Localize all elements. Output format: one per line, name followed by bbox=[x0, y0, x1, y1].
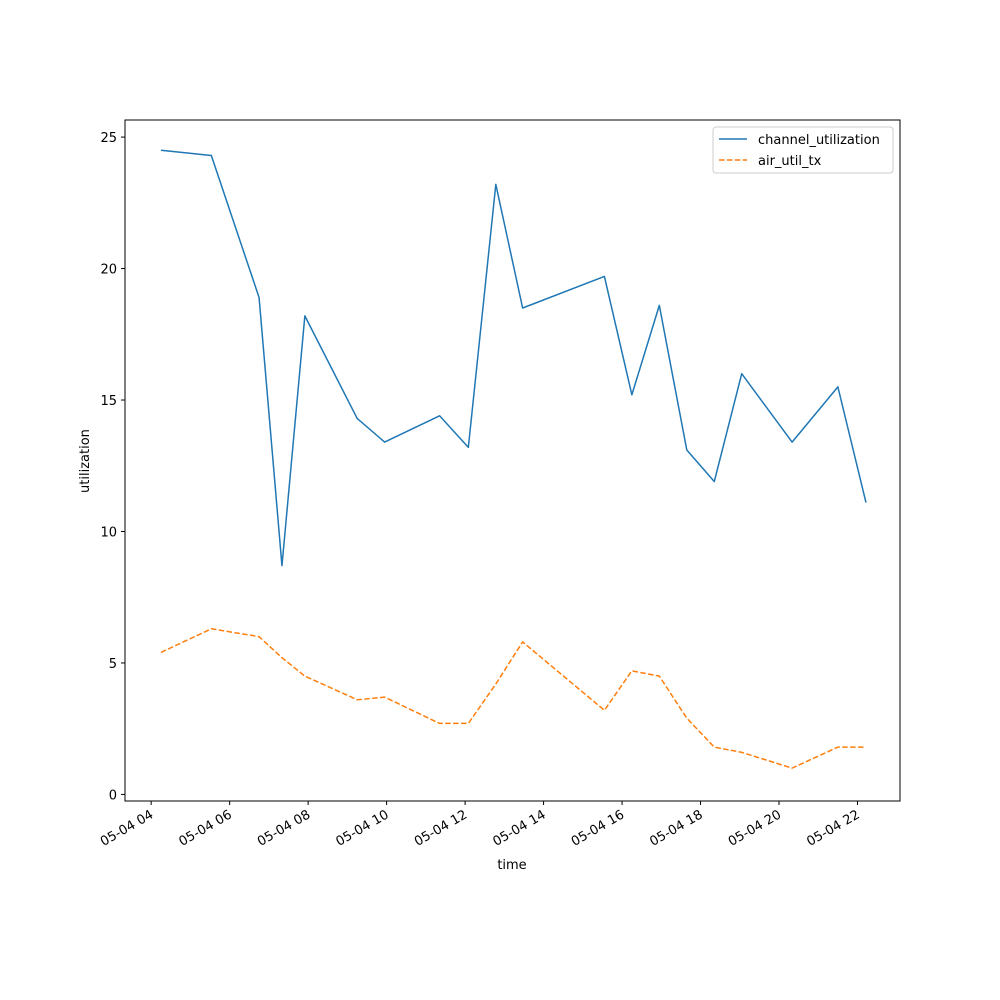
y-tick-label: 15 bbox=[100, 394, 117, 409]
y-axis-label: utilization bbox=[78, 429, 93, 493]
legend: channel_utilization air_util_tx bbox=[712, 126, 894, 174]
series-line-channel-utilization bbox=[160, 149, 867, 567]
plot-frame bbox=[124, 119, 901, 802]
y-tick-label: 10 bbox=[100, 525, 117, 540]
legend-label-air-util-tx: air_util_tx bbox=[758, 154, 822, 169]
plot-area bbox=[124, 119, 901, 802]
y-tick-label: 25 bbox=[100, 131, 117, 146]
y-tick-label: 20 bbox=[100, 263, 117, 278]
y-tick-label: 0 bbox=[109, 788, 117, 803]
y-axis: 0 5 10 15 20 25 bbox=[100, 131, 125, 803]
series-line-air-util-tx bbox=[160, 628, 866, 769]
x-axis-label: time bbox=[497, 858, 526, 873]
legend-label-channel-utilization: channel_utilization bbox=[758, 133, 880, 148]
legend-box bbox=[712, 126, 894, 174]
y-tick-label: 5 bbox=[109, 657, 117, 672]
